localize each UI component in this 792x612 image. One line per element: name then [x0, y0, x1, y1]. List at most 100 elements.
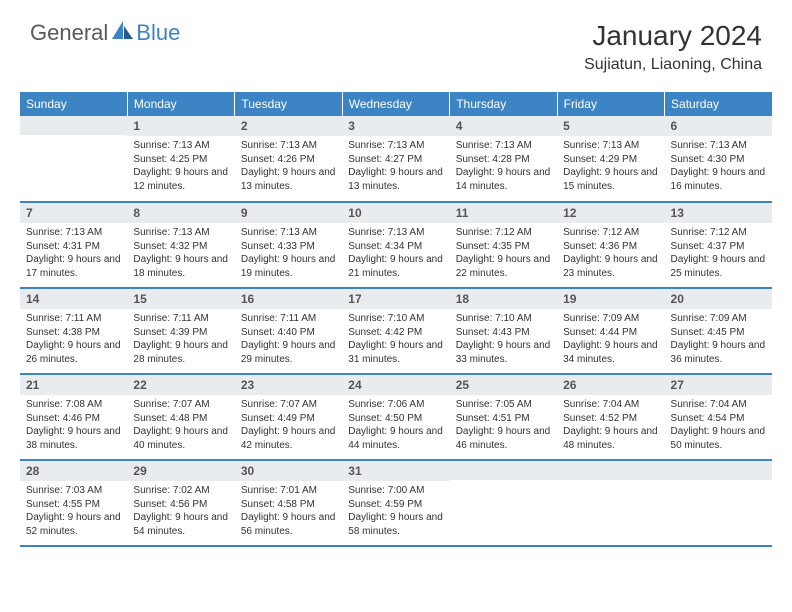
daylight-text: Daylight: 9 hours and 31 minutes. — [348, 339, 443, 366]
sunrise-text: Sunrise: 7:11 AM — [133, 312, 228, 326]
day-cell: 31Sunrise: 7:00 AMSunset: 4:59 PMDayligh… — [342, 460, 449, 546]
sunset-text: Sunset: 4:29 PM — [563, 153, 658, 167]
day-number: 19 — [557, 289, 664, 309]
daylight-text: Daylight: 9 hours and 54 minutes. — [133, 511, 228, 538]
day-details: Sunrise: 7:13 AMSunset: 4:29 PMDaylight:… — [557, 136, 664, 198]
brand-part2: Blue — [136, 20, 180, 46]
sunset-text: Sunset: 4:49 PM — [241, 412, 336, 426]
sunset-text: Sunset: 4:33 PM — [241, 240, 336, 254]
sunrise-text: Sunrise: 7:01 AM — [241, 484, 336, 498]
day-number: 20 — [665, 289, 772, 309]
weekday-header: Monday — [127, 92, 234, 116]
day-cell: 16Sunrise: 7:11 AMSunset: 4:40 PMDayligh… — [235, 288, 342, 374]
daylight-text: Daylight: 9 hours and 25 minutes. — [671, 253, 766, 280]
sunset-text: Sunset: 4:55 PM — [26, 498, 121, 512]
day-cell: 22Sunrise: 7:07 AMSunset: 4:48 PMDayligh… — [127, 374, 234, 460]
daylight-text: Daylight: 9 hours and 44 minutes. — [348, 425, 443, 452]
sunset-text: Sunset: 4:50 PM — [348, 412, 443, 426]
sunrise-text: Sunrise: 7:13 AM — [348, 139, 443, 153]
day-number: 11 — [450, 203, 557, 223]
day-cell: 10Sunrise: 7:13 AMSunset: 4:34 PMDayligh… — [342, 202, 449, 288]
day-cell: 8Sunrise: 7:13 AMSunset: 4:32 PMDaylight… — [127, 202, 234, 288]
sunrise-text: Sunrise: 7:09 AM — [671, 312, 766, 326]
daylight-text: Daylight: 9 hours and 12 minutes. — [133, 166, 228, 193]
sunrise-text: Sunrise: 7:11 AM — [241, 312, 336, 326]
sunrise-text: Sunrise: 7:06 AM — [348, 398, 443, 412]
calendar-grid: Sunday Monday Tuesday Wednesday Thursday… — [20, 92, 772, 547]
day-details: Sunrise: 7:11 AMSunset: 4:38 PMDaylight:… — [20, 309, 127, 371]
week-row: 7Sunrise: 7:13 AMSunset: 4:31 PMDaylight… — [20, 202, 772, 288]
daylight-text: Daylight: 9 hours and 16 minutes. — [671, 166, 766, 193]
day-details: Sunrise: 7:13 AMSunset: 4:25 PMDaylight:… — [127, 136, 234, 198]
daylight-text: Daylight: 9 hours and 26 minutes. — [26, 339, 121, 366]
page-header: General Blue January 2024 Sujiatun, Liao… — [0, 0, 792, 84]
weekday-header: Wednesday — [342, 92, 449, 116]
day-number: 21 — [20, 375, 127, 395]
sunset-text: Sunset: 4:58 PM — [241, 498, 336, 512]
sunset-text: Sunset: 4:36 PM — [563, 240, 658, 254]
day-details: Sunrise: 7:01 AMSunset: 4:58 PMDaylight:… — [235, 481, 342, 543]
day-details: Sunrise: 7:12 AMSunset: 4:35 PMDaylight:… — [450, 223, 557, 285]
day-cell: 2Sunrise: 7:13 AMSunset: 4:26 PMDaylight… — [235, 116, 342, 202]
day-cell — [557, 460, 664, 546]
day-details: Sunrise: 7:07 AMSunset: 4:49 PMDaylight:… — [235, 395, 342, 457]
month-title: January 2024 — [584, 20, 762, 52]
sunrise-text: Sunrise: 7:00 AM — [348, 484, 443, 498]
day-cell — [450, 460, 557, 546]
daylight-text: Daylight: 9 hours and 56 minutes. — [241, 511, 336, 538]
day-number: 23 — [235, 375, 342, 395]
sunrise-text: Sunrise: 7:07 AM — [241, 398, 336, 412]
sunrise-text: Sunrise: 7:13 AM — [348, 226, 443, 240]
sunrise-text: Sunrise: 7:12 AM — [456, 226, 551, 240]
day-cell: 26Sunrise: 7:04 AMSunset: 4:52 PMDayligh… — [557, 374, 664, 460]
sunrise-text: Sunrise: 7:13 AM — [133, 226, 228, 240]
daylight-text: Daylight: 9 hours and 38 minutes. — [26, 425, 121, 452]
daylight-text: Daylight: 9 hours and 28 minutes. — [133, 339, 228, 366]
sunset-text: Sunset: 4:46 PM — [26, 412, 121, 426]
daylight-text: Daylight: 9 hours and 52 minutes. — [26, 511, 121, 538]
sunrise-text: Sunrise: 7:03 AM — [26, 484, 121, 498]
sunrise-text: Sunrise: 7:09 AM — [563, 312, 658, 326]
day-number: 5 — [557, 116, 664, 136]
sunset-text: Sunset: 4:42 PM — [348, 326, 443, 340]
sunrise-text: Sunrise: 7:13 AM — [26, 226, 121, 240]
sunrise-text: Sunrise: 7:13 AM — [563, 139, 658, 153]
sunrise-text: Sunrise: 7:12 AM — [563, 226, 658, 240]
day-details: Sunrise: 7:13 AMSunset: 4:31 PMDaylight:… — [20, 223, 127, 285]
day-number: 17 — [342, 289, 449, 309]
sail-icon — [112, 21, 134, 46]
day-details: Sunrise: 7:13 AMSunset: 4:27 PMDaylight:… — [342, 136, 449, 198]
day-cell: 7Sunrise: 7:13 AMSunset: 4:31 PMDaylight… — [20, 202, 127, 288]
daylight-text: Daylight: 9 hours and 14 minutes. — [456, 166, 551, 193]
day-cell: 24Sunrise: 7:06 AMSunset: 4:50 PMDayligh… — [342, 374, 449, 460]
daylight-text: Daylight: 9 hours and 18 minutes. — [133, 253, 228, 280]
day-cell: 17Sunrise: 7:10 AMSunset: 4:42 PMDayligh… — [342, 288, 449, 374]
day-number: 28 — [20, 461, 127, 481]
day-cell: 21 Sunrise: 7:08 AMSunset: 4:46 PMDayligh… — [20, 374, 127, 460]
calendar-body: 1Sunrise: 7:13 AMSunset: 4:25 PMDaylight… — [20, 116, 772, 546]
day-cell: 25Sunrise: 7:05 AMSunset: 4:51 PMDayligh… — [450, 374, 557, 460]
day-details: Sunrise: 7:10 AMSunset: 4:42 PMDaylight:… — [342, 309, 449, 371]
day-number — [557, 461, 664, 480]
sunrise-text: Sunrise: 7:08 AM — [26, 398, 121, 412]
weekday-header-row: Sunday Monday Tuesday Wednesday Thursday… — [20, 92, 772, 116]
day-number: 8 — [127, 203, 234, 223]
sunset-text: Sunset: 4:27 PM — [348, 153, 443, 167]
day-details: Sunrise: 7:13 AMSunset: 4:28 PMDaylight:… — [450, 136, 557, 198]
daylight-text: Daylight: 9 hours and 13 minutes. — [348, 166, 443, 193]
day-number: 6 — [665, 116, 772, 136]
day-number: 18 — [450, 289, 557, 309]
day-details: Sunrise: 7:00 AMSunset: 4:59 PMDaylight:… — [342, 481, 449, 543]
week-row: 1Sunrise: 7:13 AMSunset: 4:25 PMDaylight… — [20, 116, 772, 202]
day-number — [450, 461, 557, 480]
day-details: Sunrise: 7:13 AMSunset: 4:32 PMDaylight:… — [127, 223, 234, 285]
day-details: Sunrise: 7:12 AMSunset: 4:37 PMDaylight:… — [665, 223, 772, 285]
day-number: 15 — [127, 289, 234, 309]
sunrise-text: Sunrise: 7:10 AM — [456, 312, 551, 326]
sunset-text: Sunset: 4:37 PM — [671, 240, 766, 254]
sunrise-text: Sunrise: 7:07 AM — [133, 398, 228, 412]
daylight-text: Daylight: 9 hours and 33 minutes. — [456, 339, 551, 366]
day-details: Sunrise: 7:09 AMSunset: 4:45 PMDaylight:… — [665, 309, 772, 371]
day-details: Sunrise: 7:12 AMSunset: 4:36 PMDaylight:… — [557, 223, 664, 285]
day-number: 25 — [450, 375, 557, 395]
